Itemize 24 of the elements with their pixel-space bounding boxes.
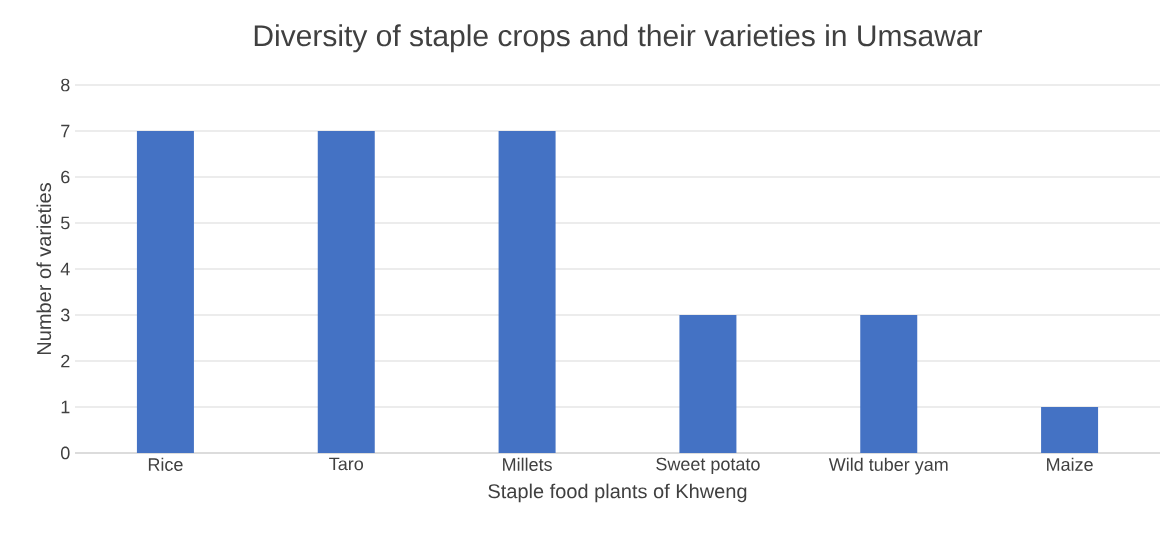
- y-tick-label: 4: [60, 262, 70, 276]
- y-tick-label: 2: [61, 354, 70, 368]
- bar: [498, 131, 556, 453]
- x-tick-label: Taro: [329, 457, 364, 471]
- y-axis-title: Number of varieties: [36, 183, 52, 355]
- y-tick-label: 7: [61, 124, 70, 138]
- y-tick-label: 3: [60, 308, 70, 322]
- x-axis-title: Staple food plants of Khweng: [488, 483, 747, 503]
- bar: [1041, 406, 1099, 453]
- y-tick-label: 1: [61, 400, 70, 414]
- x-tick-label: Sweet potato: [656, 457, 760, 475]
- bar: [679, 314, 737, 453]
- x-tick-label: Wild tuber yam: [828, 457, 948, 475]
- bar: [860, 314, 918, 453]
- bar: [136, 131, 194, 453]
- y-tick-label: 5: [61, 216, 70, 230]
- chart-title: Diversity of staple crops and their varieties in Umsawar: [254, 24, 982, 53]
- bar: [317, 131, 375, 453]
- y-tick-label: 6: [61, 170, 70, 184]
- y-tick-label: 0: [61, 446, 70, 460]
- y-tick-label: 8: [61, 78, 70, 92]
- x-tick-label: Millets: [503, 457, 552, 471]
- x-tick-label: Rice: [148, 457, 183, 471]
- x-tick-label: Maize: [1047, 457, 1093, 471]
